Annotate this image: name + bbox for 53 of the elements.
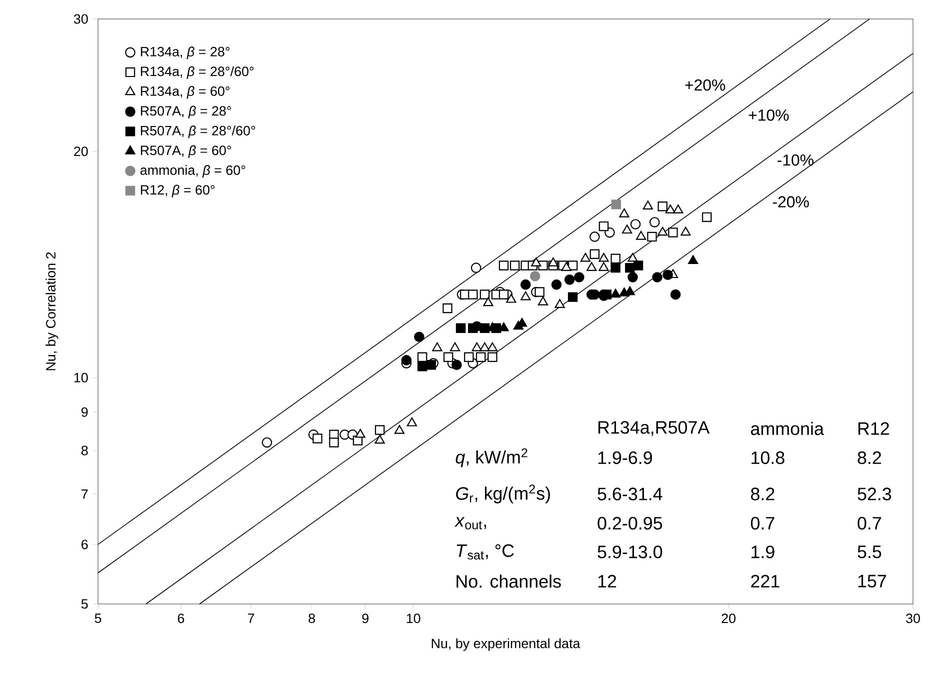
x-tick-label: 10 bbox=[406, 614, 420, 624]
annotation: 0.7 bbox=[858, 516, 882, 530]
annotation: 1.9-6.9 bbox=[598, 451, 652, 464]
legend-label: R134a, β = 60° bbox=[140, 86, 230, 99]
x-tick-label: 5 bbox=[94, 614, 102, 623]
annotation: 5.6-31.4 bbox=[598, 488, 662, 500]
y-axis-title: Nu, by Correlation 2 bbox=[46, 252, 58, 370]
annotation: ammonia bbox=[750, 422, 824, 436]
annotation: x$_{out}$, bbox=[454, 517, 486, 530]
annotation: 5.5 bbox=[858, 546, 882, 558]
annotation: R12 bbox=[858, 422, 889, 435]
y-tick-label: 8 bbox=[81, 446, 88, 456]
annotation: 8.2 bbox=[751, 488, 774, 500]
annotation: 1.9 bbox=[752, 546, 774, 558]
y-tick-label: 9 bbox=[82, 407, 88, 417]
x-tick-label: 7 bbox=[248, 614, 254, 623]
x-tick-label: 20 bbox=[722, 614, 736, 624]
x-tick-label: 9 bbox=[362, 614, 368, 624]
y-tick-label: 10 bbox=[74, 372, 88, 382]
y-tick-label: 5 bbox=[81, 599, 88, 609]
annotation: 8.2 bbox=[858, 451, 882, 464]
legend-label: ammonia, β = 60° bbox=[140, 165, 246, 178]
annotation: q, kW/m$^{2}$ bbox=[456, 448, 528, 468]
legend-label: R12, β = 60° bbox=[140, 184, 215, 198]
series-label: +10% bbox=[748, 110, 789, 121]
legend-label: R134a, β = 28°/60° bbox=[140, 66, 254, 79]
x-tick-label: 30 bbox=[906, 614, 920, 624]
annotation: G$_{r}$, kg/(m$^{2}$s) bbox=[456, 484, 550, 504]
legend-label: R507A, β = 28° bbox=[140, 106, 231, 118]
x-tick-label: 8 bbox=[308, 614, 315, 624]
y-tick-label: 20 bbox=[74, 146, 88, 156]
x-axis-title: Nu, by experimental data bbox=[432, 638, 580, 651]
annotation: 0.7 bbox=[750, 516, 774, 530]
annotation: 5.9-13.0 bbox=[598, 546, 662, 558]
y-tick-label: 7 bbox=[82, 490, 88, 499]
legend-label: R134a, β = 28° bbox=[140, 46, 230, 60]
series-label: -10% bbox=[778, 154, 814, 166]
y-tick-label: 30 bbox=[74, 14, 88, 24]
annotation: No. channels bbox=[456, 574, 561, 588]
annotation: R134a,R507A bbox=[598, 421, 710, 436]
annotation: 52.3 bbox=[858, 488, 892, 500]
annotation: 221 bbox=[751, 574, 780, 588]
annotation: 0.2-0.95 bbox=[598, 516, 662, 530]
legend-label: R507A, β = 28°/60° bbox=[140, 126, 256, 138]
legend-label: R507A, β = 60° bbox=[140, 145, 231, 158]
annotation: 12 bbox=[598, 574, 616, 588]
series-label: +20% bbox=[685, 79, 726, 91]
annotation: 157 bbox=[858, 574, 886, 588]
series-label: -20% bbox=[772, 196, 809, 208]
annotation: 10.8 bbox=[752, 451, 784, 464]
y-tick-label: 6 bbox=[82, 540, 88, 550]
annotation: T$_{sat}$, °C bbox=[456, 544, 514, 560]
x-tick-label: 6 bbox=[178, 614, 184, 624]
